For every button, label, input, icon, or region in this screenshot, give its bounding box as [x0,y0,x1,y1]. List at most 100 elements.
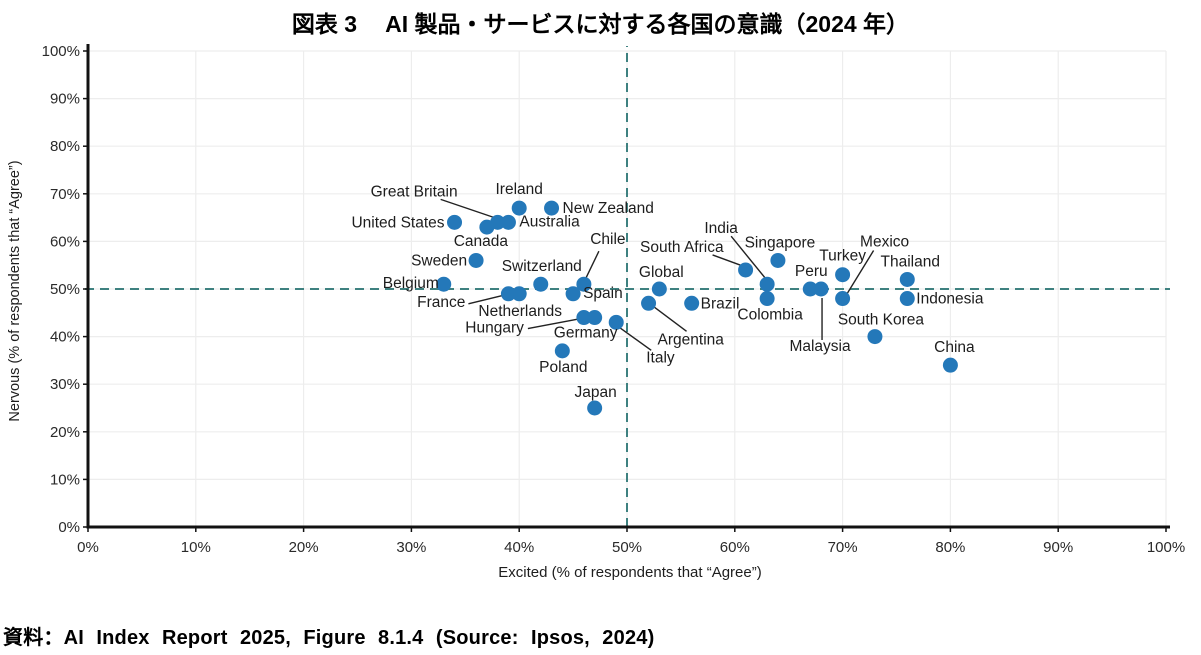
country-label: Belgium [383,275,439,292]
country-label: Great Britain [371,183,458,200]
y-tick-label: 90% [50,91,80,108]
data-point-brazil [684,295,700,311]
country-label: Hungary [465,320,524,337]
x-tick-label: 80% [935,539,965,556]
country-label: Malaysia [789,338,851,355]
data-point-australia [500,214,516,230]
label-leader-line [650,303,687,332]
country-label: Germany [554,325,618,342]
y-tick-label: 60% [50,233,80,250]
country-label: Mexico [860,234,909,251]
data-point-hungary [576,310,592,326]
x-tick-label: 50% [612,539,642,556]
x-tick-label: 60% [720,539,750,556]
country-label: Ireland [495,181,542,198]
data-point-new-zealand [544,200,560,216]
data-point-mexico [835,291,851,307]
y-tick-label: 70% [50,186,80,203]
label-leader-line [618,326,652,351]
y-tick-label: 50% [50,281,80,298]
data-point-china [942,357,958,373]
country-label: Sweden [411,252,467,269]
data-point-ireland [511,200,527,216]
data-point-poland [554,343,570,359]
data-point-japan [587,400,603,416]
figure-title-text: AI 製品・サービスに対する各国の意識（2024 年） [385,11,910,37]
data-point-canada [479,219,495,235]
label-leader-line [730,235,767,280]
country-label: Thailand [881,253,940,270]
x-tick-label: 90% [1043,539,1073,556]
figure-title: 図表 3 AI 製品・サービスに対する各国の意識（2024 年） [0,5,1201,39]
y-tick-label: 0% [58,519,80,536]
data-point-global [651,281,667,297]
country-label: Turkey [819,248,866,265]
data-point-italy [608,314,624,330]
x-tick-label: 70% [828,539,858,556]
country-label: United States [351,214,444,231]
source-note: 資料：AI Index Report 2025, Figure 8.1.4 (S… [3,627,655,649]
data-point-peru [802,281,818,297]
country-label: Japan [575,384,617,401]
x-tick-label: 40% [504,539,534,556]
label-leader-line [585,250,600,279]
y-tick-label: 80% [50,138,80,155]
country-label: Singapore [745,234,816,251]
data-point-france [500,286,516,302]
x-tick-label: 100% [1147,539,1185,556]
data-point-india [759,276,775,292]
data-point-south-korea [867,329,883,345]
country-label: Netherlands [478,303,562,320]
country-label: China [934,339,975,356]
label-leader-line [846,250,875,295]
y-tick-label: 100% [42,43,80,60]
data-point-sweden [468,252,484,268]
label-leader-line [527,317,582,330]
data-point-indonesia [899,291,915,307]
data-point-chile [576,276,592,292]
data-point-belgium [436,276,452,292]
data-point-colombia [759,291,775,307]
x-tick-label: 30% [396,539,426,556]
country-label: Brazil [701,295,740,312]
country-label: Peru [795,263,828,280]
data-point-south-africa [738,262,754,278]
country-label: India [704,220,738,237]
data-point-turkey [835,267,851,283]
country-label: Global [639,264,684,281]
data-point-spain [565,286,581,302]
label-leader-line [440,198,497,220]
country-label: Indonesia [916,291,984,308]
country-label: South Africa [640,239,724,256]
country-label: Colombia [737,307,803,324]
data-point-thailand [899,271,915,287]
y-tick-label: 10% [50,471,80,488]
country-label: Australia [519,213,580,230]
data-point-singapore [770,252,786,268]
x-tick-label: 20% [289,539,319,556]
data-point-germany [587,310,603,326]
data-point-malaysia [813,281,829,297]
country-label: Switzerland [502,258,582,275]
x-axis-title: Excited (% of respondents that “Agree”) [498,564,761,581]
data-point-united-states [447,214,463,230]
label-leader-line [468,294,506,305]
country-label: Canada [454,233,509,250]
country-label: Argentina [658,331,725,348]
y-tick-label: 40% [50,329,80,346]
country-label: Poland [539,359,587,376]
data-point-netherlands [511,286,527,302]
figure-number: 図表 3 [291,11,358,37]
country-label: France [417,294,465,311]
y-tick-label: 30% [50,376,80,393]
x-tick-label: 10% [181,539,211,556]
country-label: South Korea [838,312,925,329]
data-point-argentina [641,295,657,311]
country-label: New Zealand [563,200,654,217]
country-label: Spain [583,285,623,302]
y-tick-label: 20% [50,424,80,441]
y-axis-title: Nervous (% of respondents that “Agree”) [7,160,23,421]
label-leader-line [712,254,743,267]
